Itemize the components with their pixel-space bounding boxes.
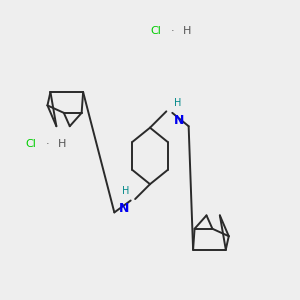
Text: ·: · [46, 139, 49, 149]
Text: N: N [119, 202, 129, 215]
Text: H: H [174, 98, 181, 108]
Text: ·: · [170, 26, 174, 36]
Text: H: H [58, 139, 66, 149]
Text: Cl: Cl [25, 139, 36, 149]
Text: H: H [183, 26, 191, 36]
Text: H: H [122, 186, 129, 196]
Text: N: N [174, 114, 184, 127]
Text: Cl: Cl [150, 26, 161, 36]
